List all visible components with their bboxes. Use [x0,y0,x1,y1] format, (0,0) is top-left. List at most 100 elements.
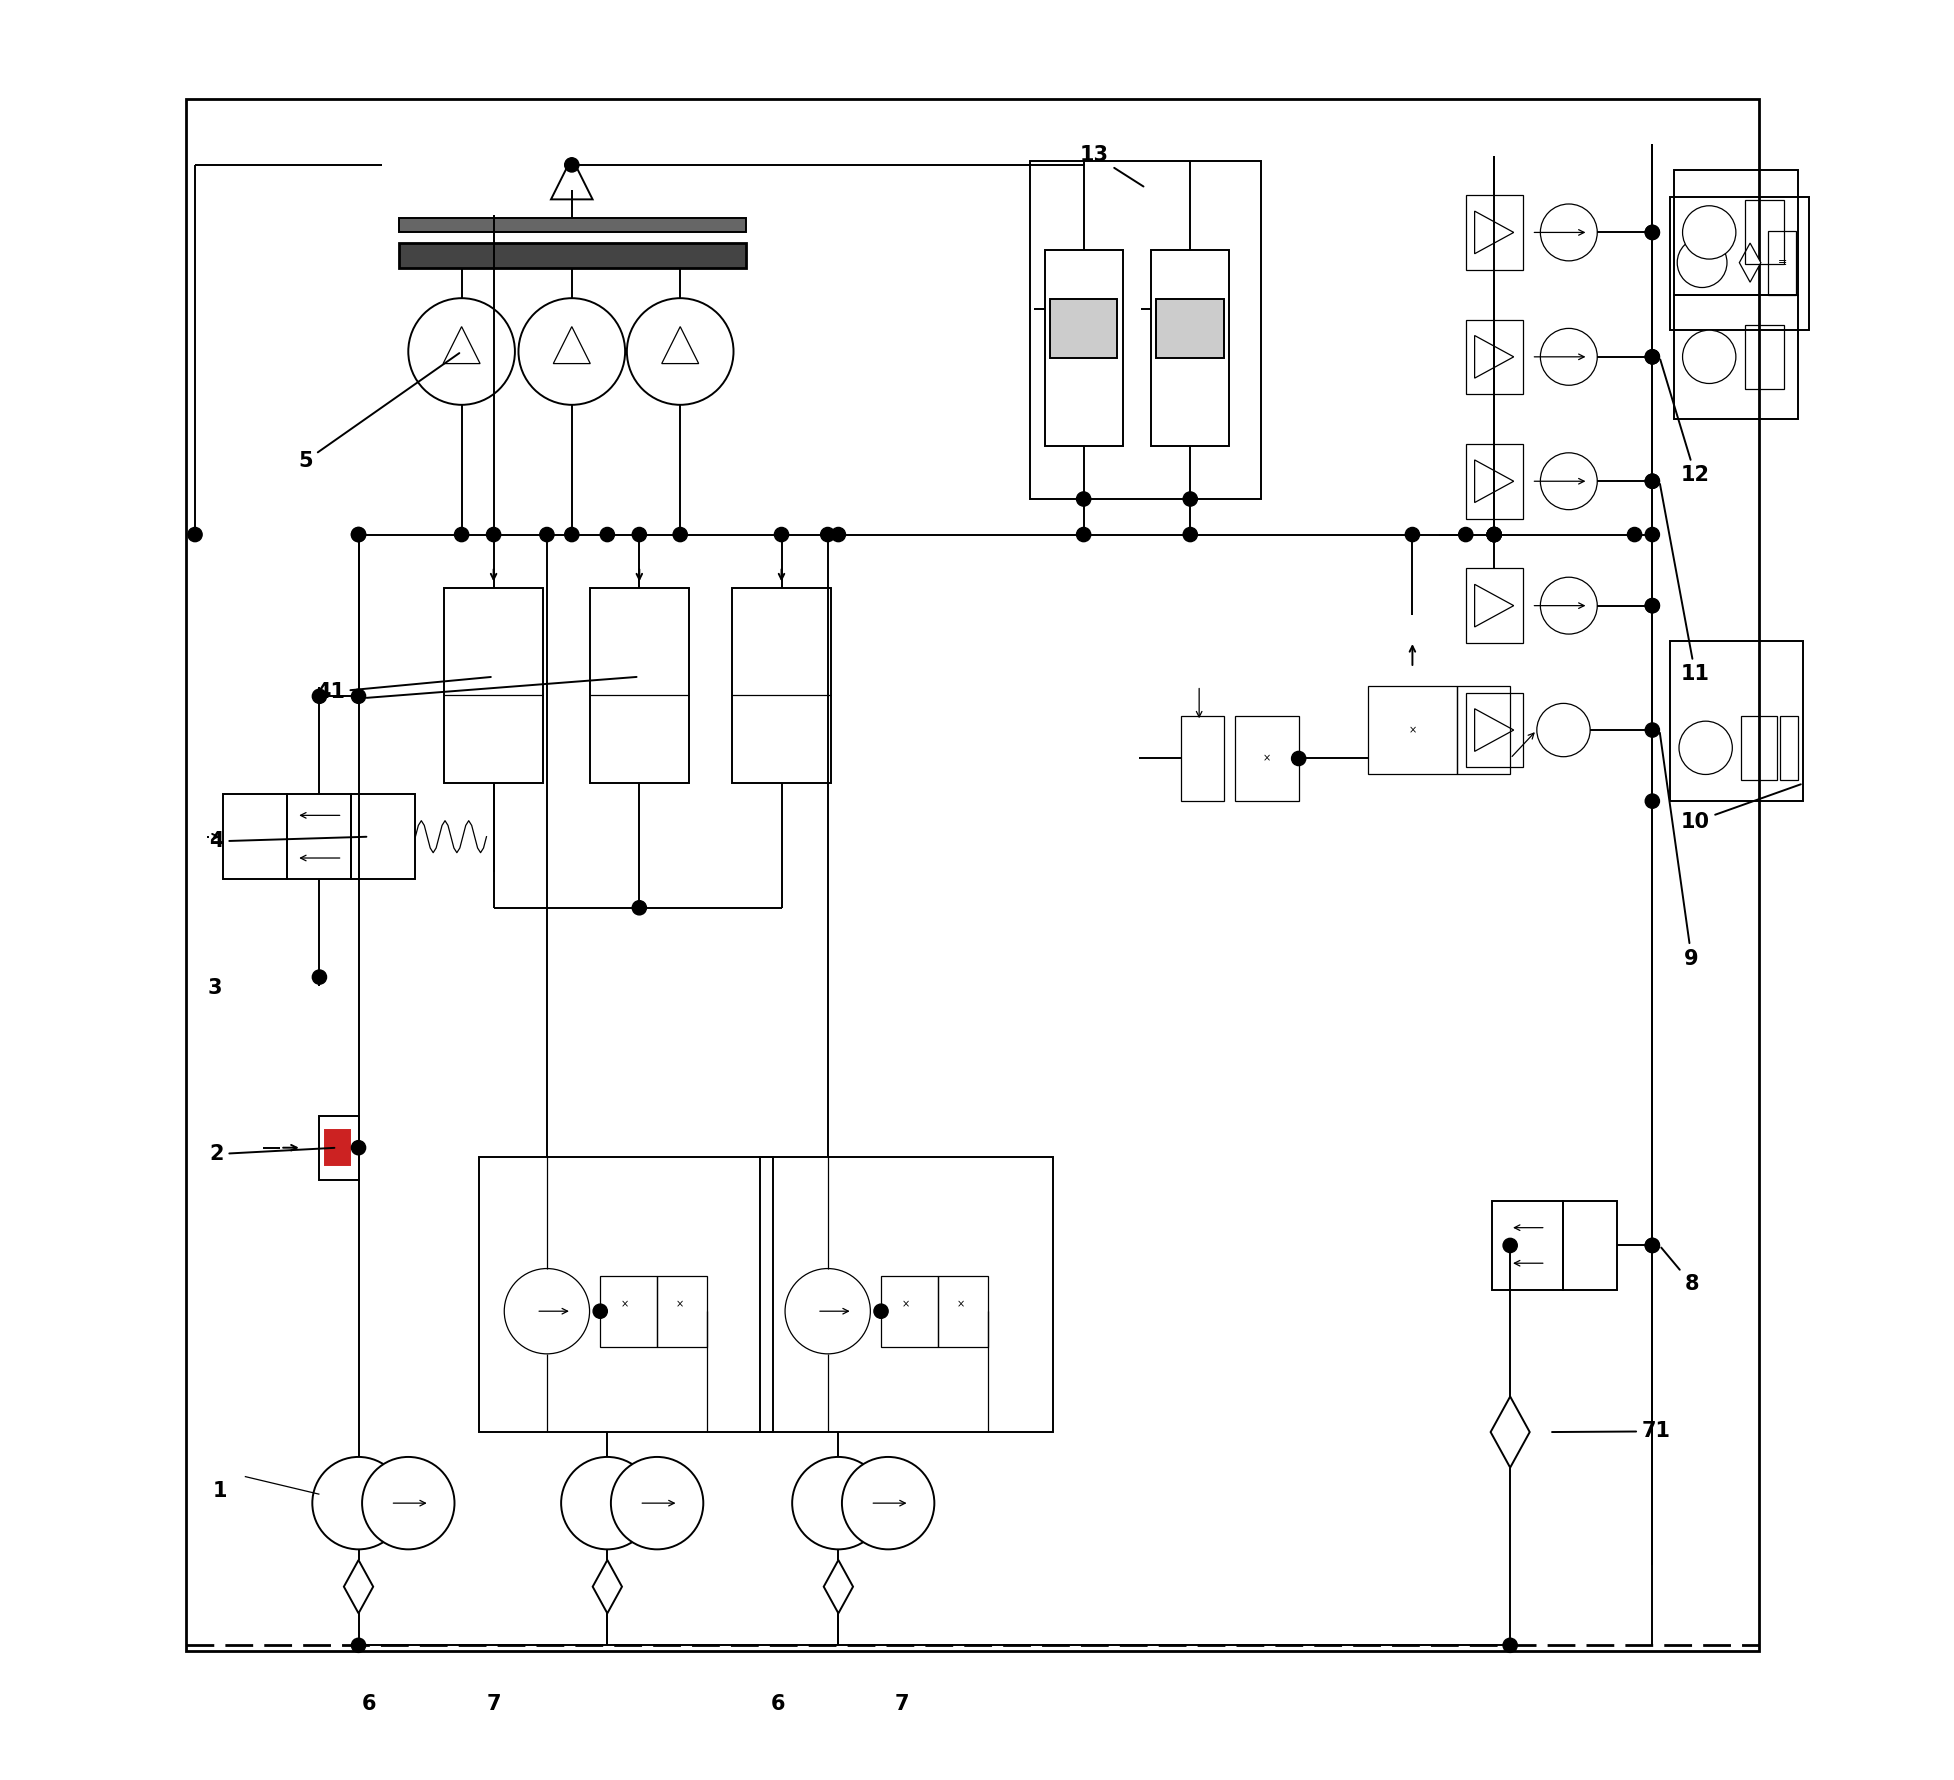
Bar [1741,716,1776,780]
Circle shape [842,1458,934,1549]
Circle shape [873,1305,889,1319]
Text: 71: 71 [1551,1422,1671,1442]
Text: ×: × [903,1299,911,1308]
Circle shape [352,1141,365,1155]
Text: 12: 12 [1661,360,1710,486]
Bar [600,1276,657,1347]
Bar [1466,320,1522,393]
Circle shape [1678,721,1733,774]
Text: ×: × [1409,724,1417,735]
Circle shape [455,527,469,541]
Circle shape [313,689,326,703]
Polygon shape [825,1559,854,1613]
Text: 11: 11 [1661,484,1710,684]
Bar [1675,171,1798,295]
Text: 13: 13 [1081,146,1143,187]
Text: 6: 6 [361,1695,377,1714]
Bar [479,1157,772,1433]
Circle shape [1540,452,1596,509]
Bar [1563,1202,1616,1290]
Bar [287,794,352,879]
Text: 9: 9 [1659,733,1698,968]
Circle shape [1677,239,1727,288]
Circle shape [1487,527,1501,541]
Circle shape [594,1305,608,1319]
Text: ×: × [621,1299,629,1308]
Circle shape [830,527,846,541]
Circle shape [786,1269,870,1355]
Bar [1466,196,1522,271]
Circle shape [1540,328,1596,384]
Bar [1493,1202,1563,1290]
Circle shape [1645,226,1659,240]
Bar [1466,568,1522,643]
Circle shape [1405,527,1419,541]
Text: ≡: ≡ [1778,258,1786,267]
Bar [1030,162,1262,498]
Bar [186,100,1759,1650]
Circle shape [1487,527,1501,541]
Circle shape [1645,598,1659,612]
Text: ×: × [1262,753,1270,764]
Bar [1745,324,1784,388]
Text: 4: 4 [209,831,367,851]
Circle shape [565,527,578,541]
Circle shape [612,1458,703,1549]
Circle shape [1645,1239,1659,1253]
Bar [1151,251,1229,445]
Circle shape [1645,1239,1659,1253]
Circle shape [408,299,516,404]
Text: 8: 8 [1661,1248,1698,1294]
Bar [1235,716,1299,801]
Text: 3: 3 [207,977,223,999]
Circle shape [1292,751,1305,765]
Bar [352,794,416,879]
Circle shape [561,1458,653,1549]
Bar [1466,443,1522,518]
Circle shape [1645,723,1659,737]
Bar [1368,685,1458,774]
Circle shape [791,1458,885,1549]
Circle shape [1184,527,1198,541]
Text: 10: 10 [1680,785,1802,831]
Circle shape [1628,527,1641,541]
Polygon shape [1739,244,1761,283]
Polygon shape [344,1559,373,1613]
Circle shape [1540,577,1596,634]
Text: 5: 5 [299,352,459,472]
Circle shape [518,299,625,404]
Circle shape [352,1638,365,1652]
Circle shape [1540,205,1596,262]
Polygon shape [592,1559,621,1613]
Bar [657,1276,707,1347]
Circle shape [504,1269,590,1355]
Circle shape [1645,349,1659,363]
Text: 7: 7 [895,1695,911,1714]
Text: ×: × [957,1299,965,1308]
Circle shape [1645,349,1659,363]
Bar [399,219,746,233]
Bar [731,587,830,783]
Circle shape [1503,1239,1516,1253]
Bar [1466,692,1522,767]
Bar [938,1276,987,1347]
Circle shape [1077,491,1090,506]
Circle shape [1645,473,1659,488]
Circle shape [672,527,688,541]
Circle shape [821,527,834,541]
Circle shape [1682,329,1735,383]
Circle shape [313,970,326,984]
Circle shape [1645,794,1659,808]
Circle shape [633,527,647,541]
Circle shape [600,527,614,541]
Bar [1458,685,1510,774]
Circle shape [1645,473,1659,488]
Bar [881,1276,938,1347]
Circle shape [352,527,365,541]
Circle shape [188,527,201,541]
Bar [319,1116,358,1180]
Text: 1: 1 [213,1481,227,1501]
Circle shape [487,527,500,541]
Text: 7: 7 [487,1695,500,1714]
Circle shape [313,1458,404,1549]
